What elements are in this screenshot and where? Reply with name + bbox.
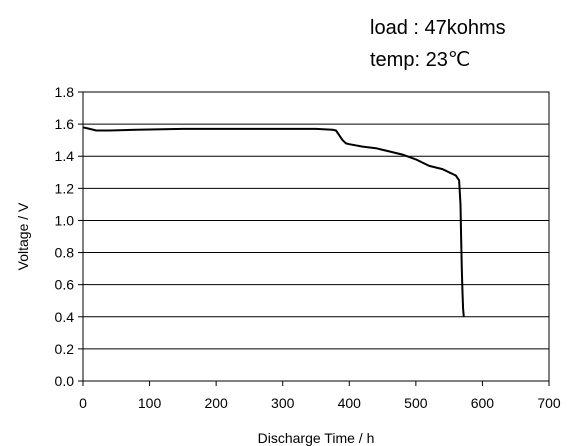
x-tick-label: 0 <box>79 395 87 411</box>
x-tick-label: 200 <box>204 395 228 411</box>
plot-area-frame <box>82 91 550 382</box>
y-tick-label: 1.2 <box>55 180 75 196</box>
chart-annotation-load: load : 47kohms <box>370 17 506 39</box>
x-tick-label: 500 <box>404 395 428 411</box>
gridlines <box>83 91 549 382</box>
x-tick-label: 400 <box>338 395 362 411</box>
x-tick-label: 100 <box>138 395 162 411</box>
x-axis-label: Discharge Time / h <box>258 430 375 446</box>
chart-annotation-temp: temp: 23℃ <box>370 49 470 71</box>
y-tick-label: 1.6 <box>55 116 75 132</box>
y-tick-label: 0.0 <box>55 373 75 389</box>
x-tick-label: 600 <box>471 395 495 411</box>
x-tick-label: 300 <box>271 395 295 411</box>
y-tick-label: 1.8 <box>55 84 75 100</box>
y-tick-label: 0.2 <box>55 341 75 357</box>
series-layer <box>82 126 465 317</box>
y-tick-label: 0.8 <box>55 245 75 261</box>
y-tick-label: 1.4 <box>55 148 75 164</box>
y-tick-label: 0.4 <box>55 309 75 325</box>
x-axis-ticks: 0 100 200 300 400 500 600 700 <box>79 381 561 411</box>
y-tick-label: 1.0 <box>55 212 75 228</box>
x-tick-label: 700 <box>537 395 561 411</box>
y-axis-label: Voltage / V <box>15 202 31 270</box>
series-line-0 <box>82 126 465 317</box>
y-axis-ticks: 0.0 0.2 0.4 0.6 0.8 1.0 1.2 1.4 1.6 1.8 <box>55 84 83 389</box>
y-tick-label: 0.6 <box>55 277 75 293</box>
